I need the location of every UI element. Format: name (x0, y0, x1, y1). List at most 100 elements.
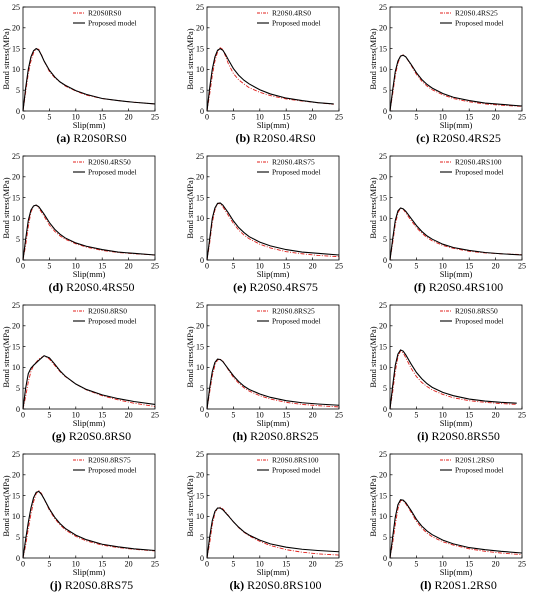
x-axis-label: Slip(mm) (73, 120, 106, 130)
y-tick-label: 10 (379, 512, 387, 521)
x-tick-label: 0 (21, 560, 25, 569)
y-tick-label: 10 (379, 214, 387, 223)
y-tick-label: 20 (12, 471, 20, 480)
y-tick-label: 15 (12, 491, 20, 500)
x-tick-label: 5 (47, 262, 51, 271)
y-axis-label: Bond stress(MPa) (1, 475, 11, 536)
chart-svg: 0 5 10 15 20 25 0 5 10 15 20 25 Slip(mm) Bond stress(… (185, 3, 343, 130)
chart-svg: 0 5 10 15 20 25 0 5 10 15 20 25 Slip(mm) Bond stress(… (185, 450, 343, 577)
legend-label: R20S0.4RS50 (88, 158, 131, 167)
experimental-series-line (389, 207, 523, 261)
legend-label: R20S1.2RS0 (455, 456, 494, 465)
y-tick-label: 0 (383, 405, 387, 414)
x-tick-label: 0 (205, 262, 209, 271)
y-tick-label: 25 (12, 3, 20, 12)
y-tick-label: 10 (196, 363, 204, 372)
model-series-line (22, 490, 156, 559)
legend-label: Proposed model (455, 168, 504, 177)
x-tick-label: 25 (151, 262, 159, 271)
x-tick-label: 15 (282, 262, 290, 271)
panel-caption: (j) R20S0.8RS75 (0, 578, 183, 593)
y-tick-label: 25 (379, 3, 387, 12)
x-tick-label: 0 (21, 262, 25, 271)
y-axis-label: Bond stress(MPa) (368, 326, 378, 387)
y-tick-label: 25 (12, 450, 20, 459)
model-series-line (389, 54, 523, 112)
x-tick-label: 25 (335, 262, 343, 271)
y-tick-label: 0 (383, 554, 387, 563)
x-tick-label: 20 (492, 262, 500, 271)
panel-caption-name: R20S0.4RS100 (425, 280, 504, 294)
chart-panel: 0 5 10 15 20 25 0 5 10 15 20 25 Slip(mm) Bond stress(… (0, 298, 183, 446)
chart-panel: 0 5 10 15 20 25 0 5 10 15 20 25 Slip(mm) Bond stress(… (184, 149, 367, 297)
experimental-series-line (206, 202, 340, 261)
plot-frame (206, 304, 340, 410)
legend-label: R20S0.8RS0 (88, 307, 127, 316)
x-axis-label: Slip(mm) (73, 567, 106, 577)
y-tick-label: 5 (200, 533, 204, 542)
x-axis-label: Slip(mm) (73, 418, 106, 428)
x-tick-label: 10 (72, 113, 80, 122)
y-tick-label: 15 (379, 342, 387, 351)
y-tick-label: 10 (196, 65, 204, 74)
x-axis-label: Slip(mm) (440, 269, 473, 279)
y-axis-label: Bond stress(MPa) (368, 28, 378, 89)
y-tick-label: 5 (16, 384, 20, 393)
x-tick-label: 25 (151, 411, 159, 420)
y-tick-label: 15 (379, 44, 387, 53)
x-tick-label: 20 (309, 113, 317, 122)
x-tick-label: 5 (414, 560, 418, 569)
y-tick-label: 15 (12, 342, 20, 351)
x-tick-label: 20 (125, 411, 133, 420)
legend-label: Proposed model (272, 317, 321, 326)
x-tick-label: 0 (388, 560, 392, 569)
y-tick-label: 20 (379, 24, 387, 33)
panel-caption: (l) R20S1.2RS0 (367, 578, 550, 593)
legend-label: Proposed model (88, 466, 137, 475)
x-tick-label: 5 (414, 113, 418, 122)
x-axis-label: Slip(mm) (440, 418, 473, 428)
x-tick-label: 20 (492, 411, 500, 420)
legend-label: Proposed model (88, 19, 137, 28)
x-axis-label: Slip(mm) (440, 567, 473, 577)
x-tick-label: 0 (205, 560, 209, 569)
x-tick-label: 15 (465, 411, 473, 420)
chart-svg: 0 5 10 15 20 25 0 5 10 15 20 25 Slip(mm) Bond stress(… (368, 3, 526, 130)
x-tick-label: 10 (72, 560, 80, 569)
chart-svg: 0 5 10 15 20 25 0 5 10 15 20 25 Slip(mm) Bond stress(… (185, 301, 343, 428)
y-tick-label: 10 (12, 512, 20, 521)
y-axis-label: Bond stress(MPa) (185, 326, 195, 387)
y-tick-label: 25 (196, 450, 204, 459)
panel-caption-letter: (i) (417, 429, 429, 443)
chart-panel: 0 5 10 15 20 25 0 5 10 15 20 25 Slip(mm) Bond stress(… (367, 149, 550, 297)
panel-caption-name: R20S0.8RS25 (247, 429, 319, 443)
x-tick-label: 5 (231, 262, 235, 271)
panel-caption-letter: (l) (420, 578, 432, 592)
y-tick-label: 0 (383, 107, 387, 116)
x-tick-label: 25 (335, 411, 343, 420)
experimental-series-line (22, 204, 156, 261)
panel-caption-letter: (c) (416, 131, 430, 145)
plot-frame (22, 155, 156, 261)
panel-caption-name: R20S0.4RS75 (246, 280, 318, 294)
x-tick-label: 5 (414, 411, 418, 420)
panel-caption-letter: (f) (413, 280, 426, 294)
model-series-line (206, 47, 334, 112)
x-tick-label: 0 (205, 113, 209, 122)
model-series-line (389, 499, 523, 559)
x-tick-label: 15 (98, 113, 106, 122)
x-tick-label: 20 (125, 560, 133, 569)
panel-caption-name: R20S1.2RS0 (431, 578, 497, 592)
panel-caption: (e) R20S0.4RS75 (184, 280, 367, 295)
panel-caption-letter: (b) (235, 131, 251, 145)
x-tick-label: 0 (388, 411, 392, 420)
model-series-line (206, 507, 340, 559)
x-tick-label: 15 (465, 113, 473, 122)
y-tick-label: 25 (196, 301, 204, 310)
x-tick-label: 5 (231, 560, 235, 569)
legend-label: R20S0.4RS100 (455, 158, 502, 167)
plot-frame (206, 6, 340, 112)
experimental-series-line (389, 350, 517, 410)
x-tick-label: 5 (231, 113, 235, 122)
chart-svg: 0 5 10 15 20 25 0 5 10 15 20 25 Slip(mm) Bond stress(… (185, 152, 343, 279)
